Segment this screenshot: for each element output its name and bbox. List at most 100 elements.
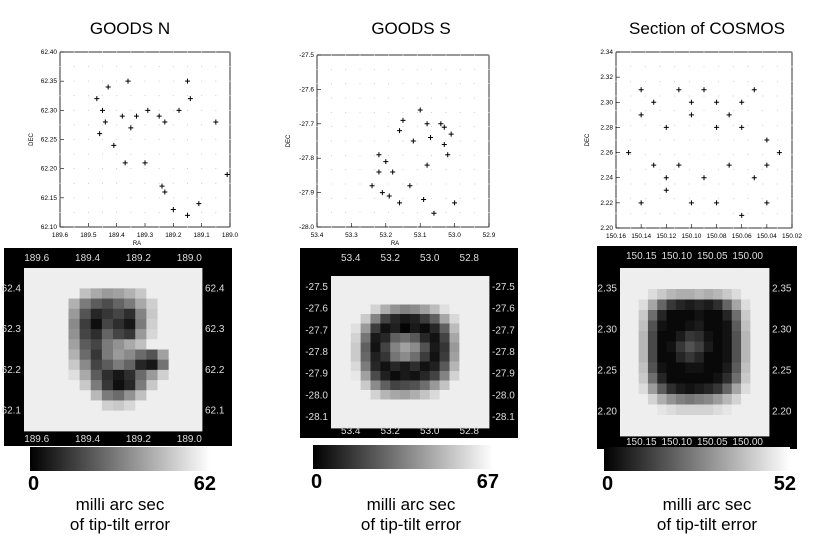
grid-dot (402, 140, 404, 142)
heatmap-cell (179, 308, 192, 320)
heatmap-cell (350, 380, 362, 391)
star-marker (100, 107, 105, 113)
grid-dot (703, 198, 705, 200)
heatmap-cell (46, 400, 58, 412)
heatmap-cell (157, 308, 170, 320)
heatmap-cell (331, 371, 342, 381)
grid-dot (431, 154, 433, 156)
heatmap-cell (46, 420, 58, 432)
x-tick-label: 53.0 (448, 232, 461, 239)
heatmap-cell (657, 310, 667, 321)
heatmap-cell (350, 304, 362, 315)
grid-dot (116, 197, 118, 199)
heatmap-cell (647, 289, 658, 300)
heatmap-cell (666, 383, 677, 395)
grid-dot (229, 211, 231, 213)
heatmap-cell (722, 352, 733, 363)
grid-dot (172, 153, 174, 155)
grid-dot (158, 80, 160, 82)
grid-dot (703, 154, 705, 156)
grid-dot (345, 183, 347, 185)
heatmap-cell (703, 341, 714, 353)
grid-dot (630, 139, 632, 141)
grid-dot (201, 139, 203, 140)
heatmap-cell (68, 349, 81, 361)
cosmos-map: 150.15 150.15 150.10 150.10 150.05 150.05 150.… (597, 246, 797, 534)
grid-dot (116, 153, 118, 155)
heatmap-cell (657, 404, 667, 416)
grid-dot (416, 111, 418, 113)
grid-dot (402, 197, 404, 199)
grid-dot (445, 111, 447, 113)
heatmap-cell (370, 390, 381, 400)
grid-dot (776, 198, 778, 200)
heatmap-cell (666, 362, 677, 374)
heatmap-cell (360, 276, 371, 286)
heatmap-cell (46, 410, 58, 422)
grid-dot (762, 227, 764, 229)
grid-dot (158, 182, 160, 184)
heatmap-cell (380, 409, 391, 419)
heatmap-cell (629, 383, 640, 395)
grid-dot (431, 83, 433, 85)
y-tick-label-right: -27.5 (492, 282, 515, 293)
heatmap-cell (340, 390, 352, 400)
heatmap-cell (179, 369, 192, 381)
grid-dot (201, 51, 203, 53)
grid-dot (359, 212, 361, 214)
heatmap-cell (479, 380, 490, 391)
grid-dot (388, 83, 390, 85)
y-tick-label-left: -27.9 (305, 369, 328, 380)
star-marker (97, 131, 103, 137)
heatmap-cell (113, 420, 125, 432)
star-marker (701, 175, 707, 181)
heatmap-cell (410, 399, 421, 410)
heatmap-cell (179, 410, 192, 422)
heatmap-cell (439, 399, 450, 410)
heatmap-cell (79, 369, 92, 381)
heatmap-cell (380, 371, 391, 381)
grid-dot (431, 68, 433, 70)
heatmap-cell (731, 383, 742, 395)
grid-dot (87, 80, 89, 82)
grid-dot (172, 139, 174, 140)
heatmap-cell (731, 299, 742, 311)
grid-dot (330, 111, 332, 113)
star-marker (176, 107, 182, 113)
heatmap-cell (146, 339, 158, 350)
heatmap-cell (380, 285, 391, 296)
heatmap-cell (370, 276, 381, 286)
grid-dot (630, 183, 632, 185)
grid-dot (416, 83, 418, 85)
grid-dot (659, 66, 661, 68)
heatmap-cell (722, 373, 733, 384)
heatmap-cell (168, 390, 181, 401)
grid-dot (703, 227, 705, 229)
grid-dot (416, 54, 418, 56)
heatmap-cell (400, 409, 411, 419)
heatmap-cell (46, 329, 58, 340)
heatmap-cell (620, 331, 630, 342)
heatmap-cell (331, 409, 342, 419)
grid-dot (388, 111, 390, 113)
heatmap-cell (439, 314, 450, 324)
heatmap-cell (731, 289, 742, 300)
grid-dot (659, 95, 661, 97)
grid-dot (630, 95, 632, 97)
heatmap-cell (620, 299, 630, 311)
grid-dot (488, 83, 490, 85)
y-tick-label-left: -27.6 (305, 304, 328, 315)
heatmap-cell (380, 380, 391, 391)
heatmap-cell (390, 390, 401, 400)
heatmap-cell (157, 380, 170, 391)
heatmap-cell (750, 362, 761, 374)
heatmap-cell (620, 362, 630, 374)
grid-dot (144, 197, 146, 199)
heatmap-cell (135, 390, 147, 401)
heatmap-cell (731, 404, 742, 416)
heatmap-cell (190, 410, 203, 422)
heatmap-cell (157, 288, 170, 299)
star-marker (701, 87, 707, 93)
heatmap-cell (390, 352, 401, 362)
heatmap-cell (400, 371, 411, 381)
